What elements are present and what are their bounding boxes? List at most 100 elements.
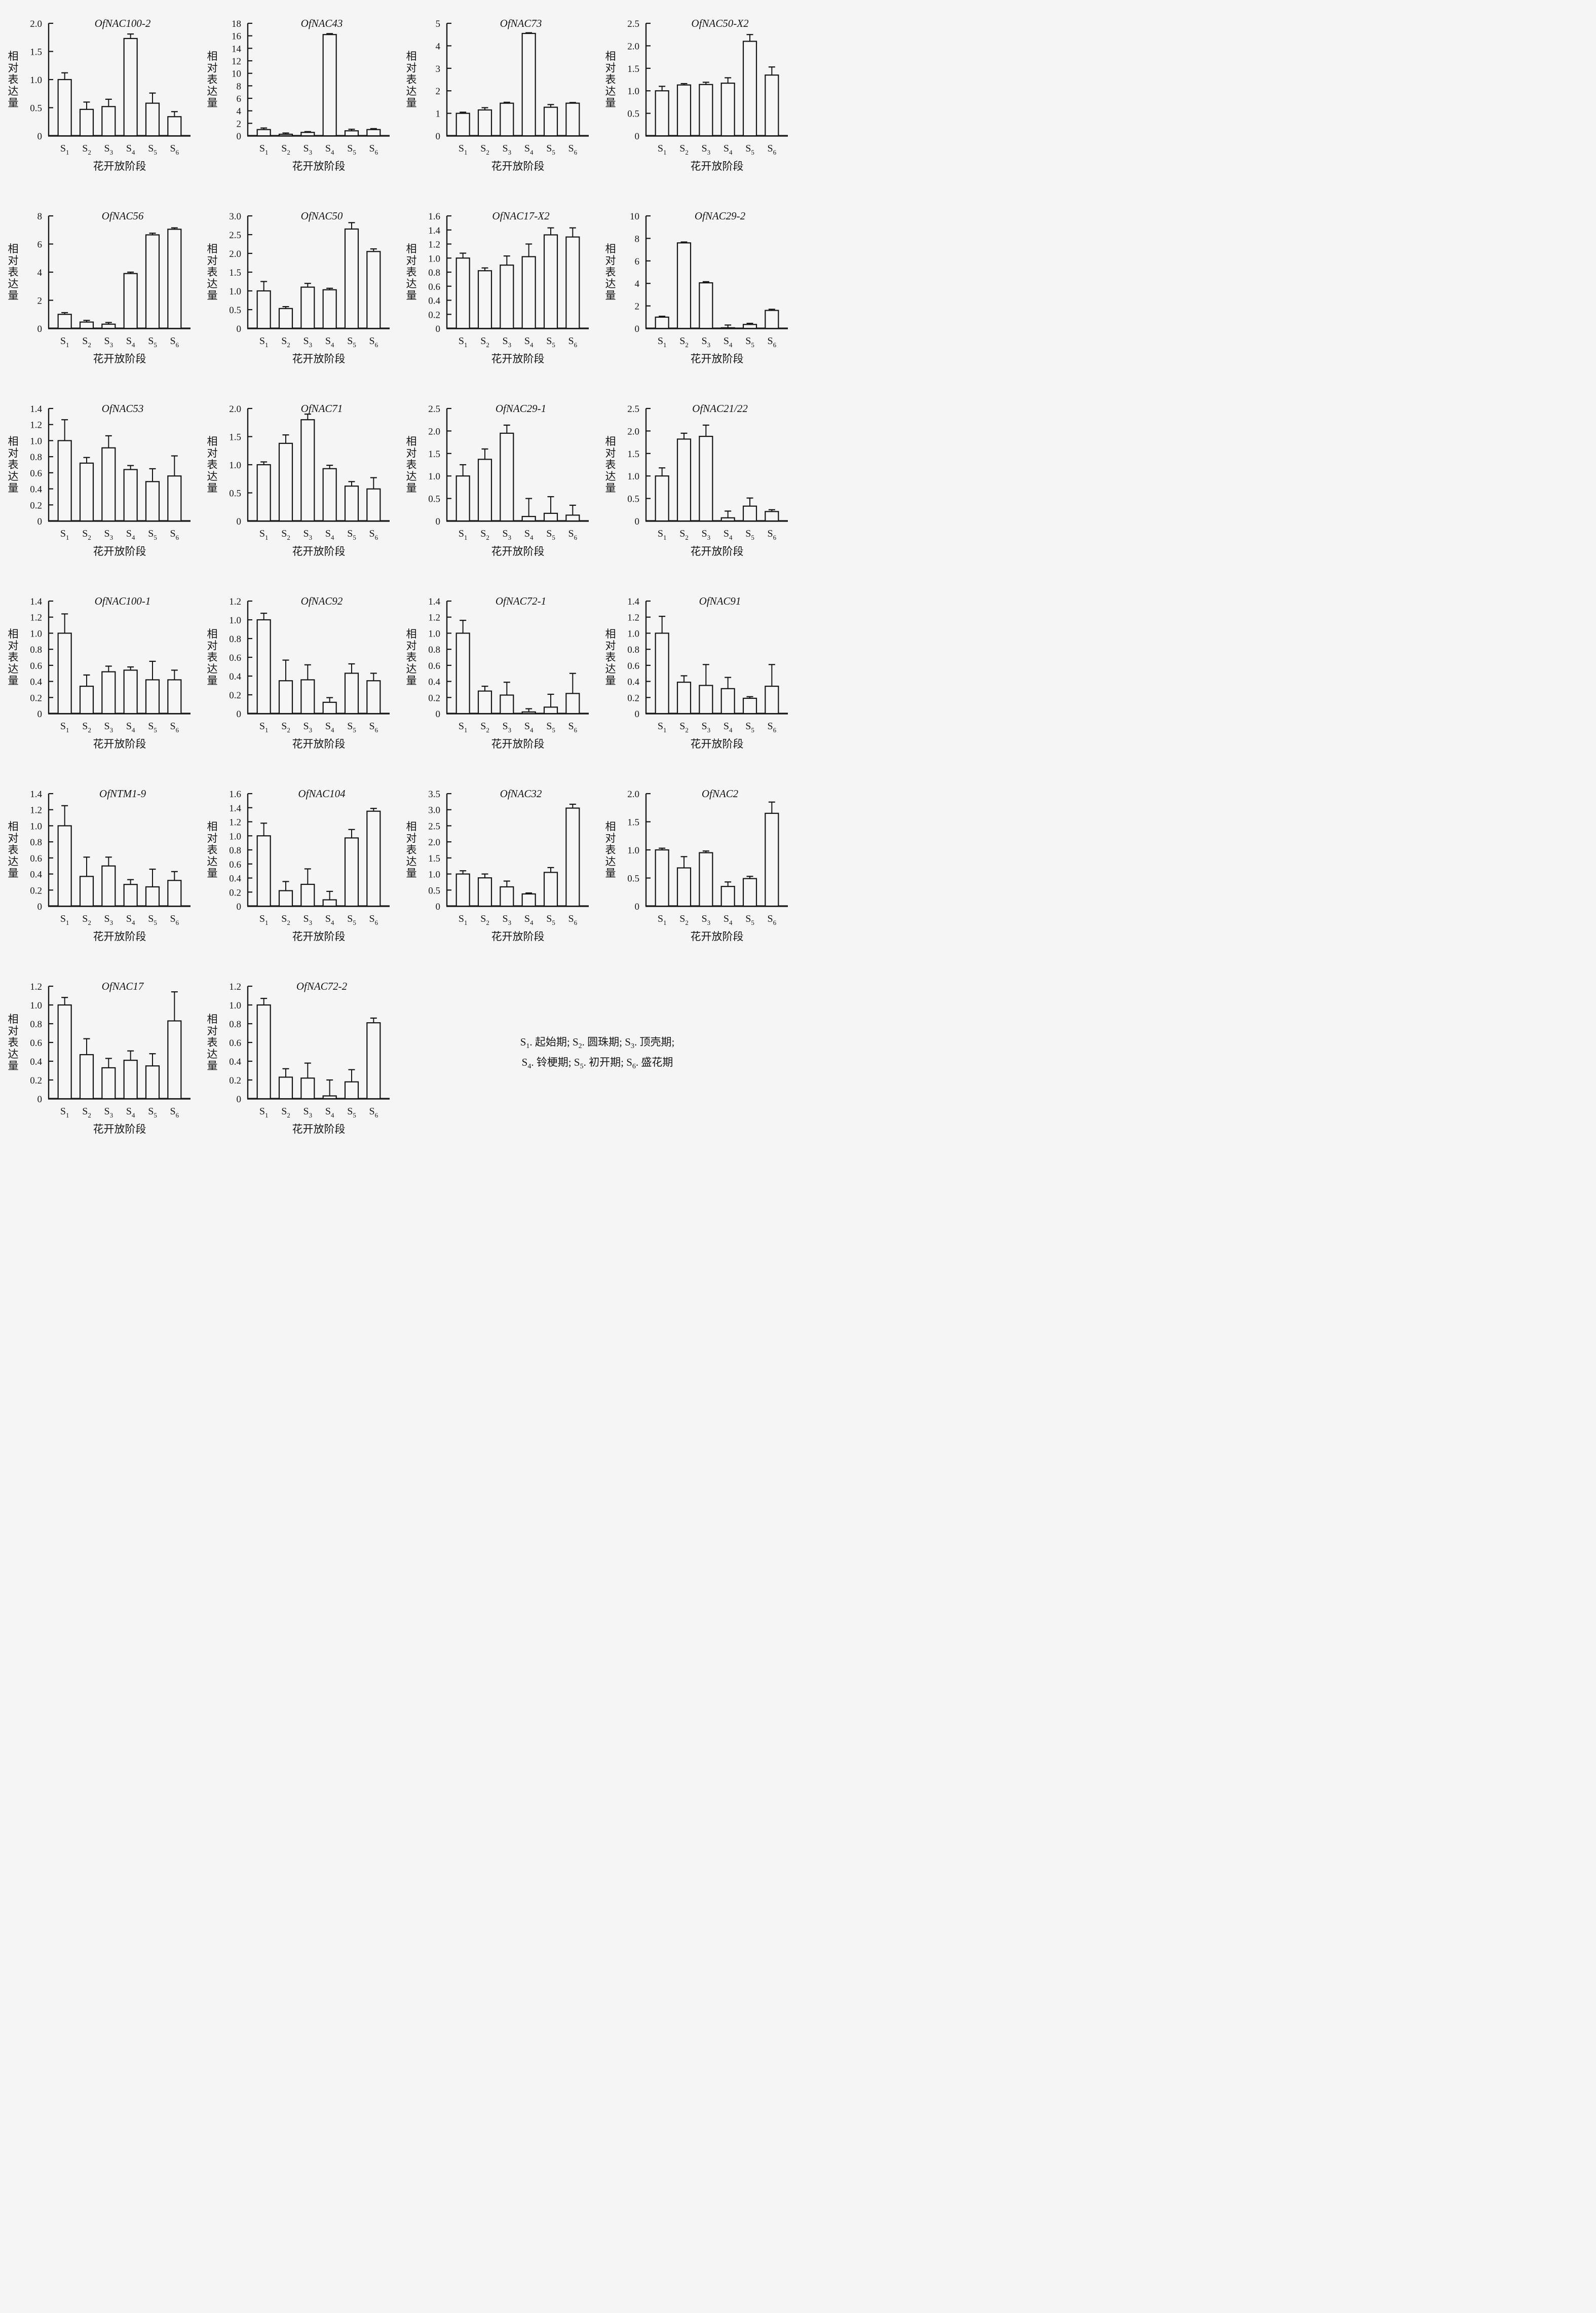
x-axis-label: 花开放阶段 xyxy=(491,930,545,943)
y-tick-label: 0 xyxy=(436,902,441,912)
bar-S1 xyxy=(455,257,470,329)
y-tick-label: 0 xyxy=(37,709,43,720)
legend-stage-base: S xyxy=(572,1036,579,1048)
y-tick-label: 0.6 xyxy=(428,282,440,292)
y-axis-label-char: 相 xyxy=(605,243,616,255)
bar-S1 xyxy=(655,849,669,907)
x-tick-label-S6: S6 xyxy=(568,528,578,541)
y-tick-label: 0.4 xyxy=(428,296,440,307)
y-axis-label-char: 相 xyxy=(8,628,19,640)
bar-S1 xyxy=(455,113,470,137)
y-tick-label: 1.2 xyxy=(30,982,42,992)
chart-cell-OfNAC104: OfNAC104 0 0.2 0.4 0.6 0.8 1.0 1.2 1.4 1.6 S1 S2 S3 S… xyxy=(199,770,398,963)
chart-title: OfNAC92 xyxy=(301,595,343,607)
y-axis-label-char: 量 xyxy=(8,1060,19,1072)
y-tick-label: 6 xyxy=(237,94,242,104)
y-tick-label: 1.0 xyxy=(229,615,241,626)
x-tick-label-S4: S4 xyxy=(126,143,135,156)
y-tick-label: 2 xyxy=(436,86,441,97)
x-tick-label-S6: S6 xyxy=(369,335,378,349)
x-tick-label-S1: S1 xyxy=(60,721,69,734)
x-tick-label-S4: S4 xyxy=(325,721,334,734)
x-tick-label-S6: S6 xyxy=(568,335,578,349)
y-axis-label-char: 相 xyxy=(605,820,616,833)
x-axis-label: 花开放阶段 xyxy=(491,738,545,750)
x-axis-label: 花开放阶段 xyxy=(93,160,146,172)
y-axis-label-char: 对 xyxy=(8,62,19,74)
y-tick-label: 3.0 xyxy=(229,211,241,222)
chart-title: OfNAC43 xyxy=(301,17,343,29)
x-tick-label-S5: S5 xyxy=(347,913,356,926)
x-tick-label-S4: S4 xyxy=(126,721,135,734)
chart-cell-OfNAC92: OfNAC92 0 0.2 0.4 0.6 0.8 1.0 1.2 S1 S2 S3 S4 S5 S6 花开… xyxy=(199,578,398,770)
legend-line-2: S4. 铃梗期; S5. 初开期; S6. 盛花期 xyxy=(522,1053,673,1073)
bar-S5 xyxy=(145,679,160,715)
bar-S5 xyxy=(344,228,359,329)
x-tick-label-S6: S6 xyxy=(170,335,179,349)
x-tick-label-S3: S3 xyxy=(702,913,711,926)
x-tick-label-S4: S4 xyxy=(724,335,733,349)
x-tick-label-S5: S5 xyxy=(148,1106,157,1119)
y-tick-label: 1.6 xyxy=(229,789,241,800)
y-tick-label: 0.6 xyxy=(428,661,440,671)
x-tick-label-S2: S2 xyxy=(480,335,489,349)
bar-S1 xyxy=(57,1004,72,1100)
y-tick-label: 1.0 xyxy=(30,821,42,832)
x-tick-label-S6: S6 xyxy=(568,143,578,156)
x-tick-label-S1: S1 xyxy=(259,528,269,541)
y-axis-label-char: 表 xyxy=(207,73,218,86)
y-tick-label: 4 xyxy=(635,279,640,289)
y-tick-label: 0 xyxy=(37,131,43,142)
y-axis-label-char: 表 xyxy=(406,73,417,86)
bar-S6 xyxy=(765,310,779,329)
chart-title: OfNTM1-9 xyxy=(99,788,146,800)
legend-stage-text: . 圆珠期; xyxy=(582,1036,625,1048)
y-axis-label-char: 表 xyxy=(207,266,218,278)
y-tick-label: 0.8 xyxy=(229,845,241,856)
y-tick-label: 0.4 xyxy=(30,1057,42,1067)
x-tick-label-S1: S1 xyxy=(60,143,69,156)
y-tick-label: 2.0 xyxy=(30,19,42,29)
y-axis-label-char: 相 xyxy=(605,435,616,447)
bar-S5 xyxy=(543,872,558,907)
x-tick-label-S5: S5 xyxy=(148,143,157,156)
bar-S4 xyxy=(123,1060,138,1100)
y-tick-label: 2.0 xyxy=(627,789,639,800)
y-tick-label: 1.2 xyxy=(229,596,241,607)
chart-OfNAC72-2: OfNAC72-2 0 0.2 0.4 0.6 0.8 1.0 1.2 S1 S2 S3 S4 S5 S6… xyxy=(207,980,390,1135)
chart-title: OfNAC2 xyxy=(702,788,739,800)
y-axis-label-char: 达 xyxy=(207,85,218,97)
chart-cell-OfNAC73: OfNAC73 0 1 2 3 4 5 S1 S2 S3 S4 S5 S6 花开放阶段 相对表达量 xyxy=(398,0,597,193)
y-tick-label: 1.5 xyxy=(627,817,639,828)
y-tick-label: 0.8 xyxy=(229,1019,241,1030)
bar-S1 xyxy=(256,129,271,137)
x-tick-label-S6: S6 xyxy=(170,143,179,156)
y-tick-label: 1.2 xyxy=(30,420,42,431)
x-tick-label-S3: S3 xyxy=(303,335,313,349)
x-tick-label-S4: S4 xyxy=(724,528,733,541)
bar-S6 xyxy=(565,514,580,522)
bar-S3 xyxy=(699,84,713,137)
y-axis-label-char: 达 xyxy=(605,470,616,482)
chart-OfNTM1-9: OfNTM1-9 0 0.2 0.4 0.6 0.8 1.0 1.2 1.4 S1 S2 S3 S4 S5… xyxy=(8,788,191,943)
x-axis-label: 花开放阶段 xyxy=(93,930,146,943)
y-axis-label-char: 对 xyxy=(207,1025,218,1037)
y-axis-label-char: 对 xyxy=(8,254,19,267)
bar-S4 xyxy=(720,517,735,522)
y-axis-label-char: 量 xyxy=(8,97,19,109)
y-axis-label-char: 达 xyxy=(406,663,417,675)
x-tick-label-S3: S3 xyxy=(702,143,711,156)
bar-S6 xyxy=(366,488,381,522)
chart-OfNAC100-2: OfNAC100-2 0 0.5 1.0 1.5 2.0 S1 S2 S3 S4 S5 S6 花开放阶段… xyxy=(8,17,191,172)
y-tick-label: 1.4 xyxy=(627,596,639,607)
chart-OfNAC29-1: OfNAC29-1 0 0.5 1.0 1.5 2.0 2.5 S1 S2 S3 S4 S5 S6 花开放… xyxy=(406,402,589,557)
bar-S5 xyxy=(145,1065,160,1100)
bar-S3 xyxy=(500,886,514,907)
bar-S2 xyxy=(278,890,293,907)
y-tick-label: 0.6 xyxy=(30,468,42,479)
x-tick-label-S5: S5 xyxy=(745,335,754,349)
